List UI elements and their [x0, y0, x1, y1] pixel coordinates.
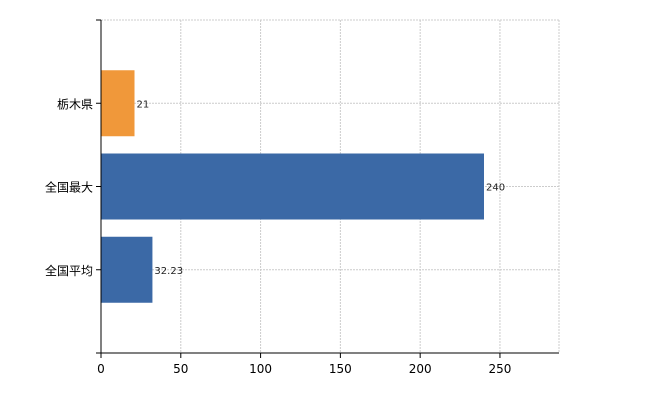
x-tick-label: 0 [97, 362, 105, 376]
x-tick-label: 100 [249, 362, 272, 376]
data-label: 32.23 [154, 266, 183, 277]
labels: 21 栃木県 240 全国最大 32.23 全国平均 0 50 100 150 200 250 [45, 97, 511, 376]
x-tick-label: 150 [329, 362, 352, 376]
x-tick-label: 200 [409, 362, 432, 376]
x-tick-label: 250 [489, 362, 512, 376]
x-tick-label: 50 [173, 362, 188, 376]
data-label: 240 [486, 183, 505, 194]
category-label: 全国平均 [45, 263, 93, 278]
bar [101, 70, 135, 137]
bars [101, 70, 484, 303]
category-label: 栃木県 [57, 97, 93, 111]
data-label: 21 [137, 99, 150, 110]
bar [101, 153, 484, 220]
axes [96, 19, 559, 358]
bar [101, 236, 153, 303]
category-label: 全国最大 [45, 180, 93, 195]
